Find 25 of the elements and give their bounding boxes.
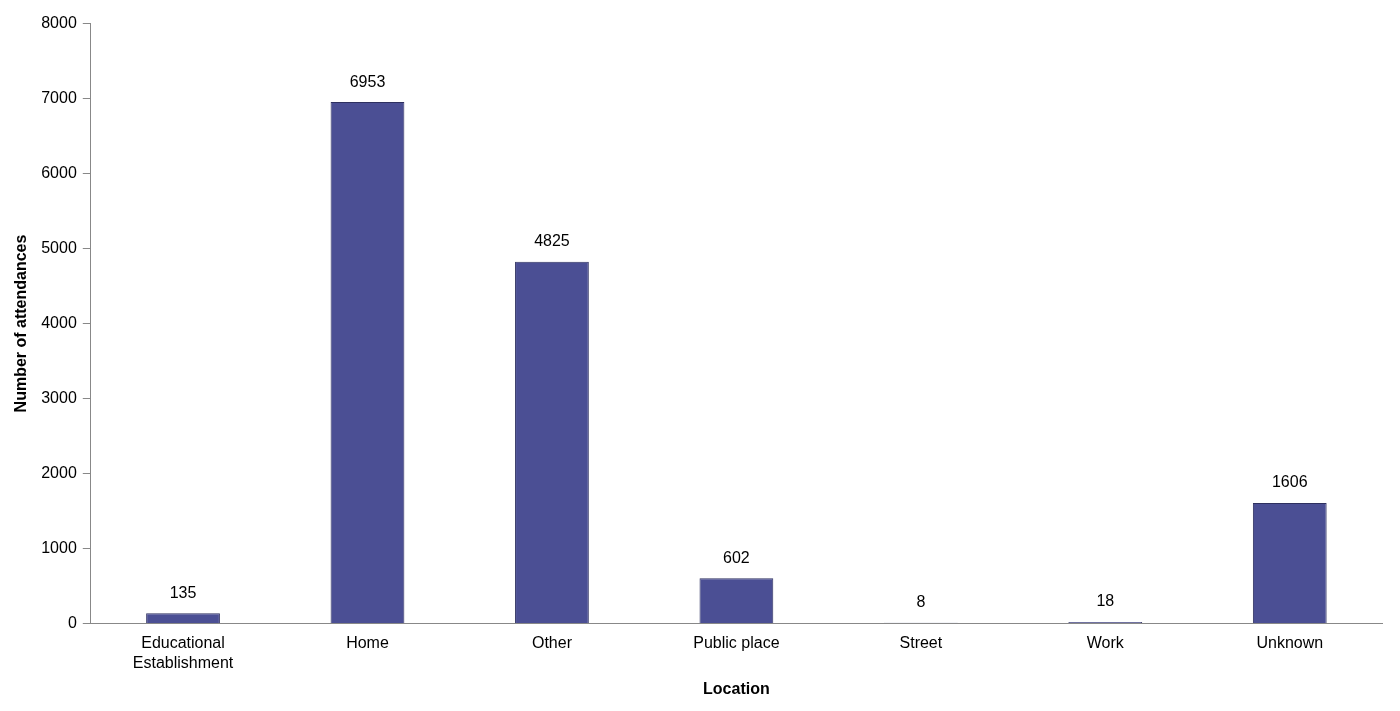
y-tick-label: 4000 [41, 313, 77, 331]
data-label: 18 [1096, 592, 1115, 610]
x-tick-label: Unknown [1256, 634, 1324, 652]
y-tick-label: 3000 [41, 388, 77, 406]
x-axis-title: Location [703, 679, 770, 697]
y-axis-title: Number of attendances [12, 234, 30, 413]
x-tick-label: Other [531, 634, 573, 652]
data-label: 135 [169, 583, 197, 601]
y-tick-label: 1000 [41, 538, 77, 556]
x-tick-label: Educational Establishment [132, 634, 234, 671]
y-tick-label: 5000 [41, 238, 77, 256]
y-tick-label: 0 [67, 613, 77, 631]
y-tick-label: 8000 [41, 14, 77, 32]
x-tick-label: Street [899, 634, 943, 652]
data-label: 1606 [1271, 473, 1308, 491]
y-tick-label: 2000 [41, 463, 77, 481]
data-label: 6953 [349, 72, 386, 90]
x-tick-label: Work [1086, 634, 1125, 652]
y-tick-label: 6000 [41, 163, 77, 181]
data-label: 8 [916, 593, 926, 611]
x-tick-label: Public place [693, 634, 780, 652]
data-label: 4825 [534, 232, 570, 250]
data-label: 602 [723, 548, 750, 566]
y-tick-label: 7000 [41, 88, 77, 106]
x-tick-label: Home [346, 634, 389, 652]
